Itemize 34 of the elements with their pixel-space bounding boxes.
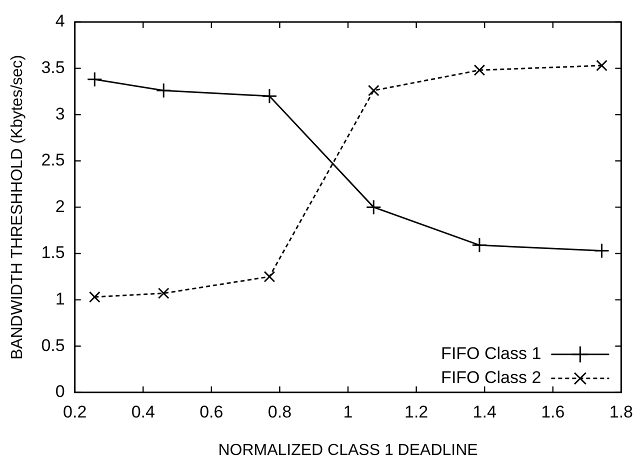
x-tick-label: 1.6: [541, 402, 565, 422]
y-tick-label: 3: [55, 104, 65, 124]
x-tick-label: 1.4: [472, 402, 496, 422]
point: [474, 64, 486, 76]
y-tick-label: 1.5: [41, 243, 65, 262]
x-axis-title: NORMALIZED CLASS 1 DEADLINE: [218, 442, 478, 459]
y-tick-label: 0: [55, 382, 65, 402]
x-tick-label: 0.4: [131, 402, 155, 422]
point: [594, 242, 610, 258]
point: [264, 270, 276, 282]
legend-label: FIFO Class 1: [441, 344, 542, 364]
point: [86, 72, 102, 88]
y-tick-label: 4: [55, 12, 65, 31]
point: [88, 291, 100, 303]
point: [368, 84, 380, 96]
x-tick-label: 0.2: [63, 402, 87, 422]
point: [158, 288, 170, 300]
y-axis-title: BANDWIDTH THRESHHOLD (Kbytes/sec): [9, 54, 26, 360]
legend-label: FIFO Class 2: [441, 368, 542, 388]
x-tick-label: 0.6: [200, 402, 224, 422]
x-tick-label: 0.8: [268, 402, 292, 422]
y-tick-label: 3.5: [41, 58, 65, 77]
y-tick-label: 1: [55, 289, 65, 308]
point: [262, 88, 278, 104]
y-tick-label: 2.5: [41, 150, 65, 170]
y-tick-label: 2: [55, 196, 65, 216]
y-tick-label: 0.5: [41, 336, 65, 355]
point: [596, 60, 608, 72]
point: [156, 82, 172, 98]
point: [366, 199, 382, 215]
x-tick-label: 1.8: [609, 402, 634, 422]
x-tick-label: 1.2: [404, 402, 428, 422]
x-tick-label: 1: [343, 402, 353, 422]
point: [472, 237, 488, 253]
